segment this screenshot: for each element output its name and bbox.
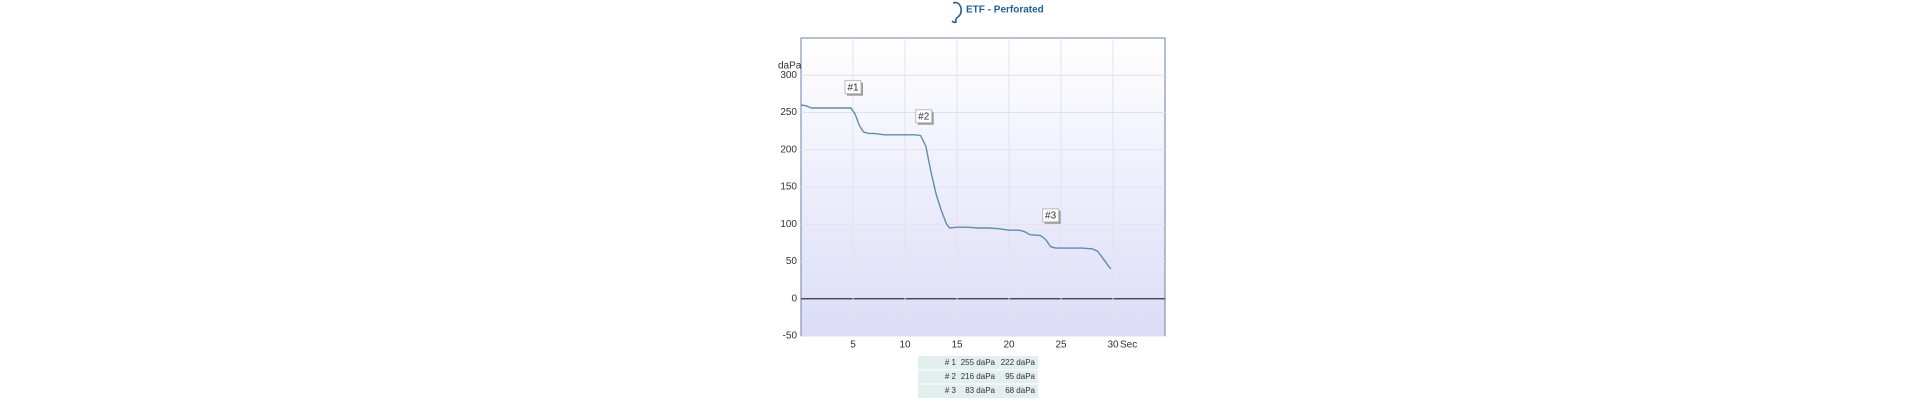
- chart-title: ETF - Perforated: [966, 5, 1044, 16]
- marker-box: [844, 80, 862, 95]
- y-axis-label: daPa: [778, 61, 802, 72]
- marker-box: [1042, 208, 1060, 223]
- data-line: [800, 104, 1112, 270]
- x-tick-label: 10: [899, 340, 911, 351]
- x-axis-label: Sec: [1120, 340, 1137, 351]
- table-cell: 255 daPa: [961, 358, 996, 367]
- table-cell: 95 daPa: [1005, 372, 1035, 381]
- y-tick-label: 250: [780, 107, 797, 118]
- y-tick-label: 150: [780, 182, 797, 193]
- x-tick-label: 25: [1055, 340, 1067, 351]
- y-tick-label: 0: [791, 293, 797, 304]
- x-tick-label: 30: [1107, 340, 1119, 351]
- y-tick-label: 200: [780, 144, 797, 155]
- x-tick-label: 15: [951, 340, 963, 351]
- table-cell: 68 daPa: [1005, 386, 1035, 395]
- table-cell: # 3: [945, 386, 957, 395]
- y-tick-label: 100: [780, 219, 797, 230]
- y-tick-label: 300: [780, 70, 797, 81]
- marker-box: [915, 109, 933, 124]
- marker-label: #3: [1045, 210, 1057, 221]
- x-tick-label: 20: [1003, 340, 1015, 351]
- marker-label: #1: [847, 82, 859, 93]
- y-tick-label: 50: [786, 256, 798, 267]
- table-cell: # 1: [945, 358, 957, 367]
- table-cell: # 2: [945, 372, 957, 381]
- table-cell: 222 daPa: [1001, 358, 1036, 367]
- table-bg: [918, 356, 1038, 398]
- ear-icon: [951, 1, 962, 24]
- table-cell: 83 daPa: [965, 386, 995, 395]
- marker-label: #2: [918, 111, 930, 122]
- y-tick-label: -50: [783, 331, 798, 342]
- table-cell: 216 daPa: [961, 372, 996, 381]
- x-tick-label: 5: [850, 340, 856, 351]
